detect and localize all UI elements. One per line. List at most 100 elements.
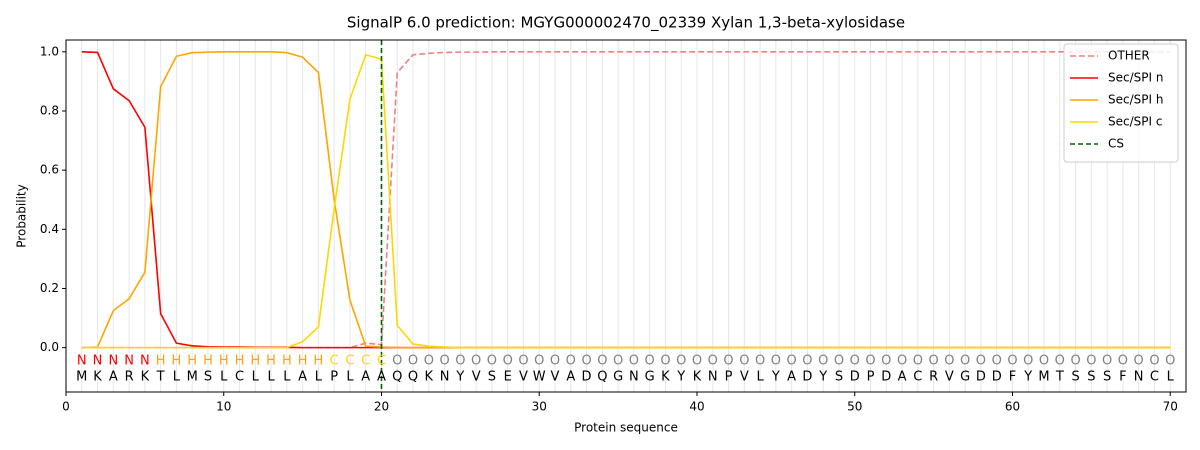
sequence-residue: V: [472, 370, 481, 385]
residue-label: O: [1134, 354, 1144, 369]
residue-label: C: [361, 354, 370, 369]
residue-label: O: [629, 354, 639, 369]
legend-label: Sec/SPI h: [1108, 93, 1163, 107]
sequence-residue: L: [315, 370, 323, 385]
sequence-residue: L: [1167, 370, 1175, 385]
sequence-residue: L: [346, 370, 354, 385]
sequence-residue: F: [1119, 370, 1126, 385]
residue-label: O: [581, 354, 591, 369]
residue-label: H: [314, 354, 324, 369]
sequence-residue: N: [708, 370, 718, 385]
sequence-residue: C: [1150, 370, 1159, 385]
sequence-residue: V: [740, 370, 749, 385]
residue-label: O: [566, 354, 576, 369]
sequence-residue: D: [976, 370, 986, 385]
residue-label: N: [108, 354, 118, 369]
residue-label: O: [597, 354, 607, 369]
residue-label: N: [124, 354, 134, 369]
residue-label: O: [850, 354, 860, 369]
x-tick-label: 50: [847, 400, 862, 414]
sequence-residue: Y: [1023, 370, 1032, 385]
sequence-residue: A: [787, 370, 796, 385]
residue-label: H: [235, 354, 245, 369]
residue-label: O: [1149, 354, 1159, 369]
residue-label: O: [787, 354, 797, 369]
residue-label: O: [992, 354, 1002, 369]
y-tick-label: 0.4: [40, 222, 59, 236]
sequence-residue: A: [361, 370, 370, 385]
sequence-residue: G: [613, 370, 623, 385]
sequence-residue: W: [533, 370, 546, 385]
residue-label: O: [408, 354, 418, 369]
series-line: [81, 53, 1171, 349]
residue-label: O: [1086, 354, 1096, 369]
sequence-residue: A: [566, 370, 575, 385]
legend-label: OTHER: [1108, 49, 1150, 63]
residue-label: O: [976, 354, 986, 369]
residue-label: O: [1023, 354, 1033, 369]
residue-label: O: [1007, 354, 1017, 369]
residue-label: O: [455, 354, 465, 369]
residue-label: O: [424, 354, 434, 369]
residue-label: O: [771, 354, 781, 369]
x-tick-label: 0: [62, 400, 70, 414]
sequence-residue: Q: [408, 370, 418, 385]
sequence-residue: P: [330, 370, 338, 385]
residue-label: O: [439, 354, 449, 369]
sequence-residue: M: [1038, 370, 1049, 385]
chart-title: SignalP 6.0 prediction: MGYG000002470_02…: [347, 14, 905, 33]
axes-frame: [65, 39, 1187, 393]
residue-label: H: [266, 354, 276, 369]
sequence-residue: L: [756, 370, 764, 385]
residue-label: O: [487, 354, 497, 369]
y-tick-label: 0.2: [40, 281, 59, 295]
residue-label: O: [881, 354, 891, 369]
residue-label: O: [913, 354, 923, 369]
sequence-residue: A: [298, 370, 307, 385]
sequence-residue: E: [504, 370, 512, 385]
residue-label: O: [1118, 354, 1128, 369]
legend: OTHER Sec/SPI n Sec/SPI h Sec/SPI c CS: [1063, 43, 1179, 163]
sequence-residue: S: [835, 370, 843, 385]
sequence-residue: Y: [771, 370, 780, 385]
sequence-residue: M: [76, 370, 87, 385]
sequence-residue: C: [235, 370, 244, 385]
sequence-residue: D: [582, 370, 592, 385]
residue-label: O: [1039, 354, 1049, 369]
sequence-residue: P: [725, 370, 733, 385]
sequence-residue: V: [945, 370, 954, 385]
residue-label: O: [392, 354, 402, 369]
sequence-residue: G: [645, 370, 655, 385]
residue-label: O: [1055, 354, 1065, 369]
residue-label: H: [172, 354, 182, 369]
residue-label: H: [250, 354, 260, 369]
residue-label: O: [534, 354, 544, 369]
residue-label: O: [739, 354, 749, 369]
x-tick-label: 10: [216, 400, 231, 414]
sequence-residue: M: [187, 370, 198, 385]
sequence-residue: A: [109, 370, 118, 385]
sequence-residue: P: [867, 370, 875, 385]
residue-label: O: [944, 354, 954, 369]
sequence-residue: K: [425, 370, 434, 385]
sequence-residue: L: [220, 370, 228, 385]
residue-label: O: [660, 354, 670, 369]
residue-label: O: [723, 354, 733, 369]
residue-label: O: [518, 354, 528, 369]
sequence-residue: K: [661, 370, 670, 385]
sequence-residue: L: [267, 370, 275, 385]
residue-label: O: [755, 354, 765, 369]
sequence-residue: V: [551, 370, 560, 385]
sequence-residue: F: [1009, 370, 1016, 385]
residue-label: O: [503, 354, 513, 369]
sequence-residue: L: [173, 370, 181, 385]
sequence-residue: A: [898, 370, 907, 385]
residue-label: O: [928, 354, 938, 369]
y-tick-label: 0.8: [40, 103, 59, 117]
residue-label: O: [645, 354, 655, 369]
x-tick-label: 70: [1163, 400, 1178, 414]
residue-label: C: [330, 354, 339, 369]
legend-label: Sec/SPI n: [1108, 71, 1163, 85]
sequence-residue: K: [693, 370, 702, 385]
